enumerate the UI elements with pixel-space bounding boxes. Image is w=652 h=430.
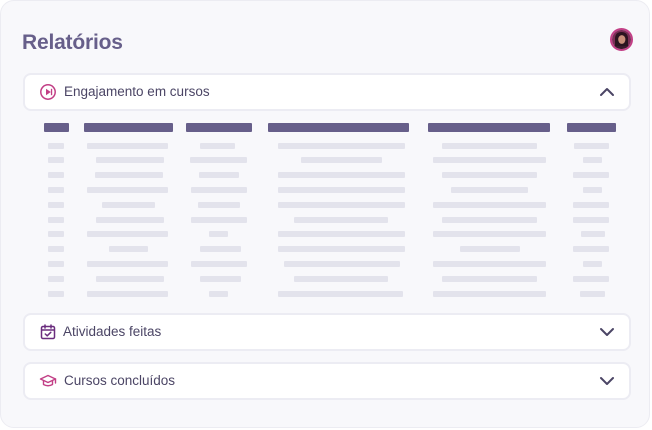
table-cell-placeholder: [191, 187, 247, 193]
table-cell-placeholder: [442, 217, 537, 223]
table-cell-placeholder: [460, 246, 520, 252]
table-cell-placeholder: [48, 143, 64, 149]
table-cell-placeholder: [200, 276, 241, 282]
table-cell-placeholder: [48, 187, 64, 193]
table-cell-placeholder: [583, 261, 602, 267]
table-cell-placeholder: [442, 143, 537, 149]
table-cell-placeholder: [573, 246, 609, 252]
section-atividades-header[interactable]: Atividades feitas: [25, 315, 629, 349]
table-cell-placeholder: [87, 187, 168, 193]
table-cell-placeholder: [278, 202, 405, 208]
table-cell-placeholder: [581, 231, 605, 237]
table-cell-placeholder: [191, 261, 247, 267]
table-cell-placeholder: [96, 157, 164, 163]
table-cell-placeholder: [278, 246, 405, 252]
table-cell-placeholder: [48, 261, 64, 267]
table-cell-placeholder: [278, 143, 405, 149]
table-cell-placeholder: [433, 291, 546, 297]
table-cell-placeholder: [48, 217, 64, 223]
table-cell-placeholder: [95, 172, 163, 178]
table-cell-placeholder: [278, 291, 403, 297]
section-cursos-concluidos: Cursos concluídos: [23, 362, 631, 400]
table-header-cell: [84, 123, 173, 132]
section-cursos-concluidos-header[interactable]: Cursos concluídos: [25, 364, 629, 398]
table-cell-placeholder: [294, 217, 388, 223]
table-header-cell: [186, 123, 252, 132]
graduation-cap-icon: [39, 372, 57, 390]
table-cell-placeholder: [87, 261, 168, 267]
table-header-cell: [428, 123, 550, 132]
table-cell-placeholder: [87, 143, 168, 149]
play-circle-icon: [39, 83, 57, 101]
report-table: [1, 111, 651, 303]
table-cell-placeholder: [442, 172, 537, 178]
table-cell-placeholder: [109, 246, 148, 252]
section-engajamento: Engajamento em cursos: [23, 73, 631, 111]
table-cell-placeholder: [48, 172, 64, 178]
table-cell-placeholder: [294, 276, 388, 282]
table-cell-placeholder: [191, 217, 247, 223]
table-cell-placeholder: [96, 217, 164, 223]
table-cell-placeholder: [433, 157, 546, 163]
chevron-down-icon[interactable]: [599, 374, 615, 388]
table-cell-placeholder: [48, 231, 64, 237]
table-cell-placeholder: [573, 276, 609, 282]
section-engajamento-label: Engajamento em cursos: [64, 84, 210, 99]
table-cell-placeholder: [574, 143, 609, 149]
table-cell-placeholder: [580, 291, 605, 297]
table-cell-placeholder: [301, 157, 382, 163]
table-cell-placeholder: [190, 157, 247, 163]
table-cell-placeholder: [284, 261, 400, 267]
table-cell-placeholder: [48, 246, 64, 252]
table-cell-placeholder: [278, 187, 405, 193]
table-cell-placeholder: [573, 217, 609, 223]
table-cell-placeholder: [87, 291, 168, 297]
table-cell-placeholder: [96, 276, 164, 282]
avatar-image: [612, 30, 631, 49]
table-cell-placeholder: [87, 231, 168, 237]
table-cell-placeholder: [199, 172, 239, 178]
table-cell-placeholder: [48, 202, 64, 208]
table-cell-placeholder: [209, 231, 228, 237]
chevron-up-icon[interactable]: [599, 85, 615, 99]
section-atividades: Atividades feitas: [23, 313, 631, 351]
section-atividades-label: Atividades feitas: [63, 324, 162, 339]
table-cell-placeholder: [48, 276, 64, 282]
table-cell-placeholder: [198, 202, 240, 208]
table-cell-placeholder: [200, 143, 235, 149]
table-header-cell: [567, 123, 616, 132]
chevron-down-icon[interactable]: [599, 325, 615, 339]
section-cursos-concluidos-label: Cursos concluídos: [64, 373, 176, 388]
table-cell-placeholder: [583, 157, 602, 163]
table-header-cell: [268, 123, 409, 132]
table-cell-placeholder: [583, 187, 602, 193]
section-engajamento-header[interactable]: Engajamento em cursos: [25, 75, 629, 109]
table-cell-placeholder: [278, 231, 405, 237]
table-cell-placeholder: [433, 202, 546, 208]
table-header-cell: [44, 123, 69, 132]
table-cell-placeholder: [451, 187, 528, 193]
table-cell-placeholder: [433, 261, 546, 267]
table-cell-placeholder: [102, 202, 155, 208]
table-cell-placeholder: [48, 291, 64, 297]
user-avatar[interactable]: [610, 28, 633, 51]
table-cell-placeholder: [200, 246, 241, 252]
table-cell-placeholder: [209, 291, 228, 297]
table-cell-placeholder: [48, 157, 64, 163]
table-cell-placeholder: [433, 231, 546, 237]
table-cell-placeholder: [573, 172, 609, 178]
calendar-check-icon: [39, 323, 57, 341]
page-title: Relatórios: [22, 31, 123, 54]
table-cell-placeholder: [442, 276, 537, 282]
table-cell-placeholder: [278, 172, 405, 178]
table-cell-placeholder: [573, 202, 609, 208]
